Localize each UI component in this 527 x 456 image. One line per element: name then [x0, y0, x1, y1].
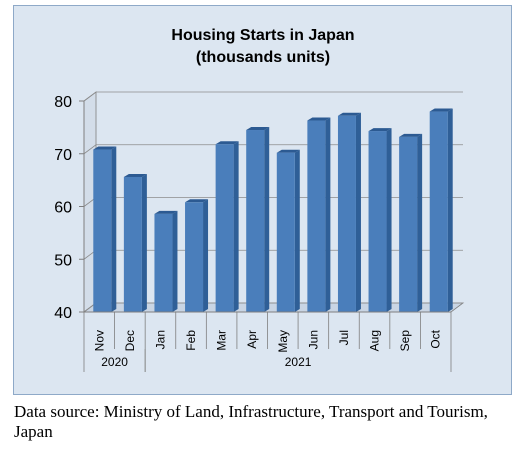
bar-side — [447, 108, 453, 312]
year-label: 2020 — [101, 355, 128, 369]
bar-top — [215, 141, 239, 145]
bar-side — [355, 112, 361, 313]
bar-front — [368, 131, 387, 312]
bar — [399, 133, 423, 312]
bar-front — [429, 111, 448, 312]
bar-front — [154, 213, 173, 312]
bar — [185, 199, 209, 312]
bar-top — [399, 133, 423, 137]
bar-chart: Housing Starts in Japan (thousands units… — [54, 27, 465, 372]
x-tick-label: Jan — [153, 330, 167, 349]
bar — [429, 108, 453, 312]
y-tick-label: 50 — [54, 252, 72, 269]
bar-top — [307, 117, 331, 121]
x-tick-label: May — [276, 330, 290, 353]
bar — [337, 112, 361, 313]
x-tick-label: Dec — [123, 330, 137, 351]
x-tick-label: Aug — [368, 330, 382, 351]
bar-front — [93, 149, 112, 312]
y-tick-label: 60 — [54, 200, 72, 217]
bar-front — [185, 202, 204, 312]
bars — [93, 108, 453, 313]
x-tick-label: Feb — [184, 330, 198, 351]
chart-subtitle: (thousands units) — [196, 49, 330, 66]
bar-front — [307, 120, 326, 312]
chart-area: Housing Starts in Japan (thousands units… — [13, 5, 512, 395]
x-tick-label: Jul — [337, 330, 351, 345]
bar — [276, 149, 300, 312]
bar-side — [233, 141, 239, 312]
chart-title: Housing Starts in Japan — [171, 27, 354, 44]
bar-top — [429, 108, 453, 112]
bar — [123, 173, 147, 312]
bar-front — [337, 115, 356, 313]
bar-side — [111, 146, 117, 312]
bar-front — [246, 130, 265, 312]
bar — [93, 146, 117, 312]
bar-side — [264, 127, 270, 312]
bar-front — [123, 176, 142, 312]
x-tick-label: Jun — [306, 330, 320, 349]
y-tick-label: 70 — [54, 147, 72, 164]
bar — [246, 127, 270, 312]
bar-side — [141, 173, 147, 312]
x-axis: Nov Dec Jan Feb Mar Apr May Jun Jul Aug Sep Oct 2020… — [83, 311, 452, 372]
bar-side — [325, 117, 331, 312]
bar-top — [276, 149, 300, 153]
bar-top — [154, 210, 178, 214]
bar-side — [294, 149, 300, 312]
bar — [307, 117, 331, 312]
x-tick-label: Mar — [215, 330, 229, 351]
x-tick-label: Apr — [245, 330, 259, 349]
y-tick-label: 80 — [54, 94, 72, 111]
bar-top — [123, 173, 147, 177]
bar-top — [337, 112, 361, 116]
y-axis: 40 50 60 70 80 — [54, 94, 85, 322]
bar-front — [276, 152, 295, 312]
bar-front — [399, 136, 418, 312]
bar-side — [386, 128, 392, 312]
bar-top — [185, 199, 209, 203]
x-tick-label: Sep — [398, 330, 412, 352]
x-tick-label: Nov — [92, 330, 106, 351]
y-tick-label: 40 — [54, 305, 72, 322]
data-source-note: Data source: Ministry of Land, Infrastru… — [14, 402, 488, 441]
bar-side — [417, 133, 423, 312]
bar-top — [246, 127, 270, 131]
gridline — [83, 91, 463, 102]
bar-top — [368, 128, 392, 132]
year-label: 2021 — [285, 355, 312, 369]
bar — [154, 210, 178, 312]
x-tick-label: Oct — [429, 329, 443, 348]
bar — [215, 141, 239, 312]
bar-front — [215, 144, 234, 312]
bar-side — [172, 210, 178, 312]
bar-side — [203, 199, 209, 312]
bar — [368, 128, 392, 312]
bar-top — [93, 146, 117, 150]
